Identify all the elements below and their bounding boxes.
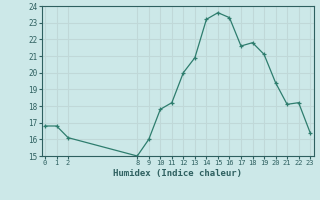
X-axis label: Humidex (Indice chaleur): Humidex (Indice chaleur): [113, 169, 242, 178]
